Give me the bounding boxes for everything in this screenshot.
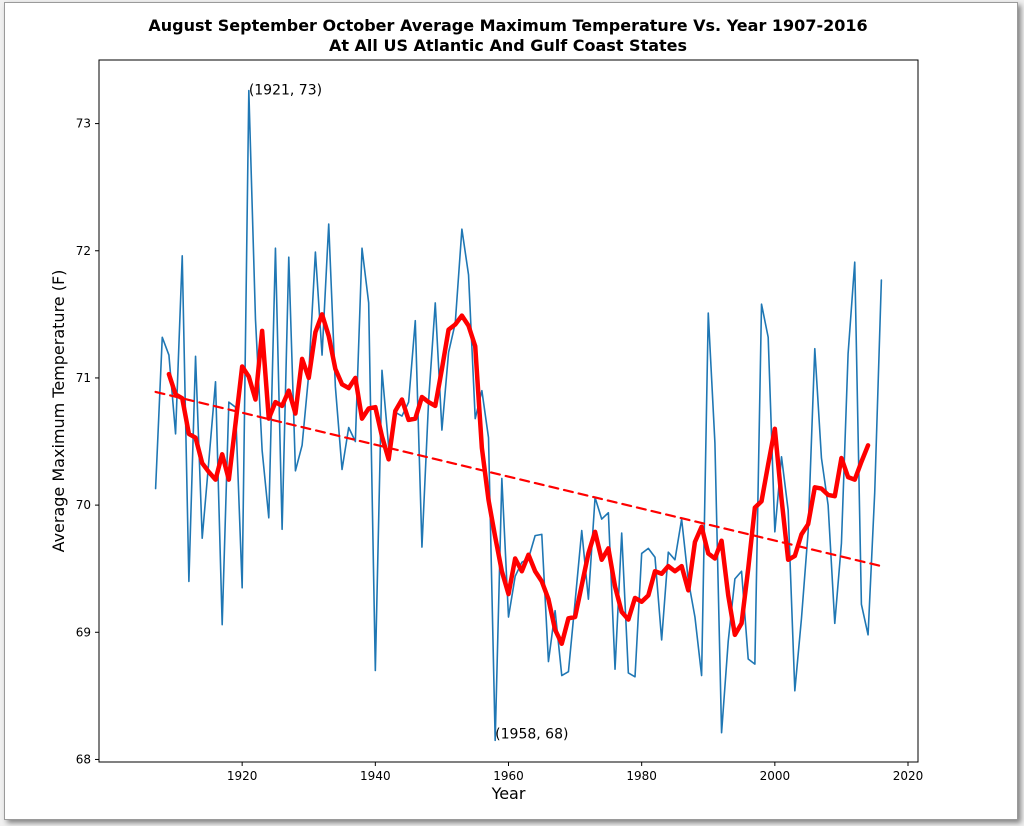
x-tick-label: 2000 [760,769,791,783]
y-tick-label: 68 [76,752,91,766]
y-tick-label: 69 [76,625,91,639]
annotation-max: (1921, 73) [249,83,322,99]
x-tick-label: 1980 [626,769,657,783]
x-axis-label: Year [491,784,526,803]
x-tick-label: 2020 [893,769,924,783]
series-smoothed-line [166,312,871,646]
x-tick-label: 1920 [227,769,258,783]
y-tick-label: 73 [76,117,91,131]
y-tick-label: 71 [76,371,91,385]
figure-frame: August September October Average Maximum… [4,2,1018,820]
y-tick-label: 72 [76,244,91,258]
plot-lines [154,89,883,742]
chart-title: August September October Average Maximum… [148,16,867,35]
axis-ticks: 1920 1940 1960 1980 2000 2020 68 69 70 71 72 73 [76,117,924,783]
y-axis-label: Average Maximum Temperature (F) [49,270,68,553]
y-tick-label: 70 [76,498,91,512]
trend-line [154,390,883,568]
line-chart: August September October Average Maximum… [5,3,1017,819]
plot-area-border [98,59,919,763]
x-tick-label: 1940 [360,769,391,783]
chart-background [5,3,1017,819]
x-tick-label: 1960 [493,769,524,783]
annotation-min: (1958, 68) [495,726,568,742]
chart-subtitle: At All US Atlantic And Gulf Coast States [329,36,687,55]
